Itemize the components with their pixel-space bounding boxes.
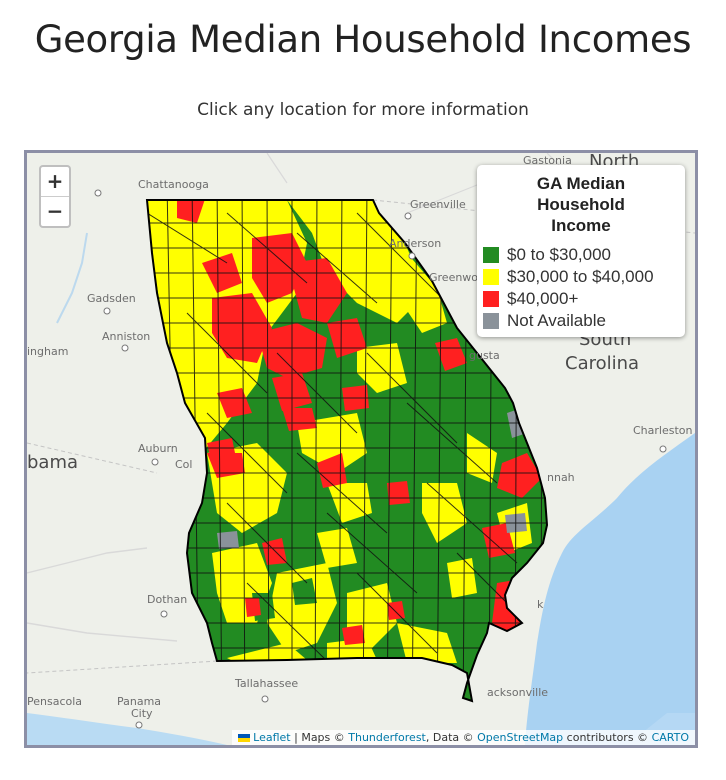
legend-title: GA Median Household Income — [483, 173, 679, 236]
map-attribution: Leaflet | Maps © Thunderforest, Data © O… — [232, 730, 695, 745]
thunderforest-link[interactable]: Thunderforest — [348, 731, 426, 744]
place-label-savannah: nnah — [547, 471, 575, 484]
attribution-text-3: contributors © — [563, 731, 652, 744]
place-label-pensacola: Pensacola — [27, 695, 83, 708]
zoom-in-button[interactable]: + — [46, 169, 64, 193]
place-label-augusta: gusta — [469, 349, 500, 362]
legend-swatch-gray — [483, 313, 499, 329]
place-label-dothan: Dothan — [147, 593, 188, 606]
map-legend: GA Median Household Income $0 to $30,000… — [477, 165, 685, 337]
ukraine-flag-icon — [238, 734, 251, 742]
legend-item-mid: $30,000 to $40,000 — [483, 266, 679, 288]
zoom-out-button[interactable]: − — [41, 196, 69, 226]
legend-title-line-2: Household — [537, 195, 625, 214]
openstreetmap-link[interactable]: OpenStreetMap — [477, 731, 564, 744]
zoom-control: + − — [39, 165, 71, 228]
place-label-jacksonville: acksonville — [487, 686, 549, 699]
attribution-text-2: , Data © — [425, 731, 478, 744]
place-label-chattanooga: Chattanooga — [138, 178, 209, 191]
place-label-charleston: Charleston — [633, 424, 693, 437]
place-label-tallahassee: Tallahassee — [235, 677, 299, 690]
ocean — [525, 433, 695, 745]
place-label-gastonia: Gastonia — [523, 154, 572, 167]
page-subtitle: Click any location for more information — [197, 100, 529, 120]
legend-title-line-1: GA Median — [536, 174, 626, 193]
leaflet-link[interactable]: Leaflet — [253, 731, 291, 744]
legend-swatch-red — [483, 291, 499, 307]
place-label-auburn: Auburn — [138, 442, 178, 455]
legend-label-na: Not Available — [507, 311, 606, 330]
place-label-greenwood: Greenwo — [429, 271, 479, 284]
place-label-carolina: Carolina — [565, 353, 640, 374]
legend-label-mid: $30,000 to $40,000 — [507, 267, 654, 286]
legend-label-high: $40,000+ — [507, 289, 579, 308]
place-label-columbus: Col — [175, 458, 193, 471]
place-label-k: k — [537, 598, 544, 611]
place-label-anniston: Anniston — [102, 330, 151, 343]
legend-swatch-yellow — [483, 269, 499, 285]
place-label-birmingham: ingham — [27, 345, 69, 358]
county-layer[interactable] — [127, 183, 587, 723]
legend-item-na: Not Available — [483, 310, 679, 332]
attribution-text-1: | Maps © — [290, 731, 349, 744]
legend-label-low: $0 to $30,000 — [507, 245, 611, 264]
georgia-outline — [145, 199, 549, 703]
legend-swatch-green — [483, 247, 499, 263]
carto-link[interactable]: CARTO — [651, 731, 689, 744]
map-container[interactable]: Gastonia North Chattanooga Greenville An… — [24, 150, 698, 748]
place-label-anderson: Anderson — [389, 237, 442, 250]
legend-item-high: $40,000+ — [483, 288, 679, 310]
legend-item-low: $0 to $30,000 — [483, 244, 679, 266]
place-label-city: City — [131, 707, 153, 720]
place-label-gadsden: Gadsden — [87, 292, 136, 305]
place-label-alabama: bama — [27, 452, 79, 473]
legend-title-line-3: Income — [551, 216, 611, 235]
page-title: Georgia Median Household Incomes — [34, 18, 692, 61]
place-label-panama-city: Panama — [117, 695, 162, 708]
place-label-greenville: Greenville — [410, 198, 466, 211]
